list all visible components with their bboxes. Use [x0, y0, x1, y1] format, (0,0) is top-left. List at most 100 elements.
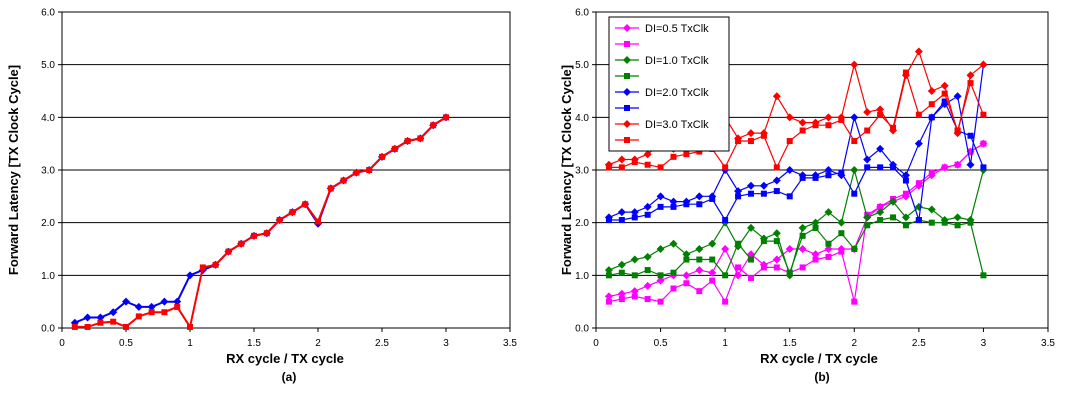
data-point — [927, 205, 936, 214]
data-point — [643, 150, 652, 159]
data-point — [630, 287, 639, 296]
data-point — [798, 245, 807, 253]
data-point — [696, 256, 703, 263]
data-point — [825, 122, 832, 129]
data-point — [353, 169, 360, 176]
data-point — [928, 101, 935, 108]
data-point — [683, 280, 690, 287]
data-point — [941, 98, 948, 105]
x-tick-label: 1.5 — [783, 338, 797, 349]
data-point — [709, 256, 716, 263]
series-7 — [605, 69, 987, 171]
data-point — [967, 219, 974, 226]
data-point — [851, 298, 858, 305]
data-point — [914, 139, 923, 148]
series-0 — [70, 113, 450, 327]
data-point — [735, 240, 742, 247]
data-point — [915, 180, 922, 187]
data-point — [683, 201, 690, 208]
data-point — [644, 161, 651, 168]
x-axis-label: RX cycle / TX cycle — [226, 351, 344, 366]
data-point — [135, 313, 142, 320]
data-point — [122, 297, 130, 306]
data-point — [811, 250, 820, 259]
data-point — [617, 208, 626, 217]
data-point — [97, 319, 104, 326]
data-point — [379, 153, 385, 160]
data-point — [902, 69, 909, 76]
data-point — [251, 232, 257, 239]
x-tick-label: 0.5 — [119, 338, 133, 349]
legend-label: DI=1.0 TxClk — [645, 55, 709, 67]
data-point — [682, 250, 691, 259]
data-point — [799, 127, 806, 134]
x-tick-label: 2 — [315, 338, 321, 349]
data-point — [670, 269, 677, 276]
data-point — [709, 195, 716, 202]
series-1 — [71, 114, 449, 330]
data-point — [643, 281, 652, 290]
legend: DI=0.5 TxClk DI=1.0 TxClk DI=2.0 TxClk DI=3… — [608, 16, 730, 152]
y-tick-label: 4.0 — [41, 113, 55, 124]
data-point — [941, 164, 948, 171]
data-point — [734, 187, 743, 196]
data-point — [696, 288, 703, 295]
data-point — [773, 164, 780, 171]
data-point — [670, 153, 677, 160]
data-point — [604, 292, 613, 301]
data-point — [147, 302, 156, 311]
x-tick-label: 1 — [722, 338, 728, 349]
data-point — [785, 166, 794, 174]
data-point — [618, 164, 625, 171]
legend-label: DI=2.0 TxClk — [645, 87, 709, 99]
data-point — [430, 122, 437, 129]
data-point — [824, 166, 833, 174]
data-point — [760, 132, 767, 139]
data-point — [798, 223, 807, 232]
data-point — [902, 190, 909, 197]
data-point — [785, 245, 794, 253]
data-point — [980, 272, 987, 279]
legend-marker — [624, 137, 630, 143]
data-point — [670, 285, 677, 292]
data-point — [980, 111, 987, 118]
data-point — [851, 138, 858, 145]
data-point — [618, 269, 625, 276]
data-point — [864, 127, 871, 134]
data-point — [941, 90, 948, 97]
data-point — [902, 222, 909, 229]
data-point — [110, 318, 117, 325]
data-point — [123, 323, 129, 330]
y-tick-label: 1.0 — [575, 271, 589, 282]
data-point — [186, 271, 194, 280]
data-point — [631, 214, 638, 221]
x-tick-label: 3 — [981, 338, 987, 349]
y-tick-label: 1.0 — [41, 271, 55, 282]
x-tick-label: 2.5 — [375, 338, 389, 349]
data-point — [979, 60, 988, 69]
data-point — [605, 298, 612, 305]
data-point — [656, 276, 665, 285]
data-point — [683, 256, 690, 263]
y-tick-label: 0.0 — [575, 324, 589, 335]
series-3 — [605, 214, 987, 279]
data-point — [863, 155, 872, 164]
legend-marker — [623, 24, 631, 32]
data-point — [735, 264, 742, 271]
x-tick-label: 2 — [852, 338, 858, 349]
data-point — [747, 274, 754, 281]
series-5 — [605, 98, 987, 224]
data-point — [109, 308, 118, 317]
data-point — [799, 174, 806, 181]
data-point — [695, 192, 704, 201]
data-point — [838, 230, 845, 237]
series-line — [608, 143, 984, 297]
data-point — [417, 135, 424, 142]
y-tick-label: 2.0 — [575, 218, 589, 229]
x-tick-label: 1 — [187, 338, 193, 349]
data-point — [721, 245, 730, 253]
data-point — [630, 208, 639, 217]
chart-a: 0.0 1.0 2.0 3.0 4.0 5.0 6.0 0 0.5 1 1.5 2 2.5 3 3.5 RX … — [6, 8, 517, 385]
data-point — [760, 238, 767, 245]
